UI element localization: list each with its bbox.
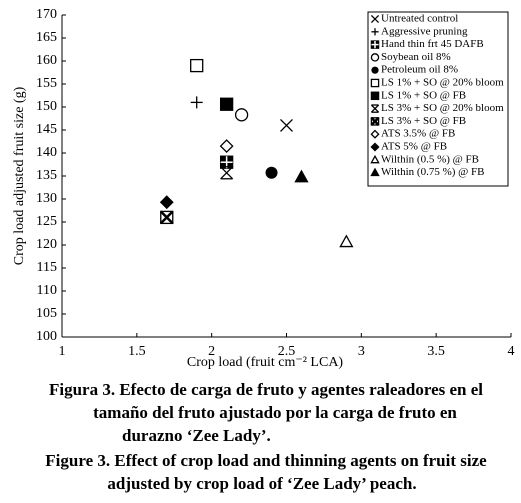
marker-part bbox=[234, 108, 249, 122]
point bbox=[159, 210, 174, 225]
point bbox=[339, 234, 354, 248]
caption-line: adjusted by crop load of ‘Zee Lady’ peac… bbox=[107, 474, 416, 493]
marker-part bbox=[219, 97, 234, 111]
y-tick-label: 165 bbox=[36, 30, 57, 45]
x-tick-label: 3.5 bbox=[427, 344, 445, 359]
legend-label: LS 3% + SO @ 20% bloom bbox=[381, 102, 504, 114]
marker-part bbox=[370, 129, 380, 139]
y-tick-label: 135 bbox=[36, 168, 57, 183]
y-tick-label: 170 bbox=[36, 7, 57, 22]
point bbox=[294, 169, 309, 183]
point bbox=[219, 97, 234, 111]
marker-part bbox=[220, 166, 234, 180]
y-tick-label: 150 bbox=[36, 99, 57, 114]
legend-label: LS 1% + SO @ FB bbox=[381, 89, 466, 101]
legend-marker bbox=[370, 78, 380, 88]
legend-label: Wilthin (0.75 %) @ FB bbox=[381, 166, 485, 178]
y-tick-label: 120 bbox=[36, 237, 57, 252]
point bbox=[234, 108, 249, 122]
y-tick-label: 130 bbox=[36, 191, 57, 206]
marker-part bbox=[294, 169, 309, 183]
legend-marker bbox=[370, 40, 380, 49]
y-axis-label: Crop load adjusted fruit size (g) bbox=[12, 86, 27, 265]
legend-marker bbox=[370, 167, 380, 177]
x-tick-label: 1.5 bbox=[128, 344, 146, 359]
y-tick-label: 125 bbox=[36, 214, 57, 229]
marker-part bbox=[370, 14, 380, 24]
marker-part bbox=[190, 58, 204, 73]
legend-label: ATS 5% @ FB bbox=[381, 141, 447, 153]
marker-part bbox=[370, 91, 380, 101]
marker-part bbox=[159, 195, 174, 210]
legend-label: LS 3% + SO @ FB bbox=[381, 115, 466, 127]
marker-part bbox=[159, 210, 174, 225]
x-tick-label: 3 bbox=[358, 344, 365, 359]
y-tick-label: 160 bbox=[36, 53, 57, 68]
legend-marker bbox=[370, 142, 380, 152]
caption-line: Figura 3. Efecto de carga de fruto y age… bbox=[49, 380, 483, 399]
caption-line: durazno ‘Zee Lady’. bbox=[122, 426, 271, 445]
point bbox=[219, 155, 234, 169]
legend-marker bbox=[370, 116, 380, 126]
legend-marker bbox=[371, 66, 379, 74]
legend-marker bbox=[370, 14, 380, 24]
point bbox=[220, 166, 234, 180]
marker-part bbox=[370, 53, 380, 62]
marker-part bbox=[371, 66, 379, 74]
marker-part bbox=[370, 142, 380, 152]
legend-label: Petroleum oil 8% bbox=[381, 64, 458, 76]
x-tick-label: 2.5 bbox=[278, 344, 296, 359]
legend-box bbox=[367, 11, 509, 187]
y-tick-label: 155 bbox=[36, 76, 57, 91]
legend-label: Soybean oil 8% bbox=[381, 51, 451, 63]
point bbox=[219, 139, 234, 154]
legend-marker bbox=[370, 91, 380, 101]
y-tick-label: 110 bbox=[37, 283, 57, 298]
point bbox=[190, 96, 203, 109]
point bbox=[190, 58, 204, 73]
marker-part bbox=[339, 234, 354, 248]
legend-label: ATS 3.5% @ FB bbox=[381, 128, 455, 140]
caption-line: tamaño del fruto ajustado por la carga d… bbox=[93, 403, 457, 422]
legend-label: Wilthin (0.5 %) @ FB bbox=[381, 153, 479, 165]
y-tick-label: 140 bbox=[36, 145, 57, 160]
legend-label: Untreated control bbox=[381, 13, 458, 25]
point bbox=[265, 166, 278, 179]
marker-part bbox=[370, 167, 380, 177]
legend-marker bbox=[371, 28, 379, 36]
x-axis-label: Crop load (fruit cm⁻² LCA) bbox=[187, 355, 344, 370]
legend-label: LS 1% + SO @ 20% bloom bbox=[381, 77, 504, 89]
marker-part bbox=[280, 118, 293, 132]
y-tick-label: 100 bbox=[36, 329, 57, 344]
marker-part bbox=[265, 166, 278, 179]
y-tick-label: 145 bbox=[36, 122, 57, 137]
x-tick-label: 4 bbox=[508, 344, 515, 359]
caption-line: Figure 3. Effect of crop load and thinni… bbox=[45, 451, 487, 470]
marker-part bbox=[370, 154, 380, 164]
marker-part bbox=[219, 139, 234, 154]
point bbox=[280, 118, 293, 132]
marker-part bbox=[370, 116, 380, 126]
legend-marker bbox=[370, 53, 380, 62]
legend-label: Aggressive pruning bbox=[381, 25, 468, 37]
legend-marker bbox=[370, 104, 380, 113]
marker-part bbox=[370, 104, 380, 113]
legend-marker bbox=[370, 129, 380, 139]
legend-label: Hand thin frt 45 DAFB bbox=[381, 38, 484, 50]
y-tick-label: 105 bbox=[36, 306, 57, 321]
x-tick-label: 2 bbox=[208, 344, 215, 359]
legend-marker bbox=[370, 154, 380, 164]
point bbox=[159, 195, 174, 210]
marker-part bbox=[370, 78, 380, 88]
y-tick-label: 115 bbox=[37, 260, 57, 275]
x-tick-label: 1 bbox=[59, 344, 66, 359]
